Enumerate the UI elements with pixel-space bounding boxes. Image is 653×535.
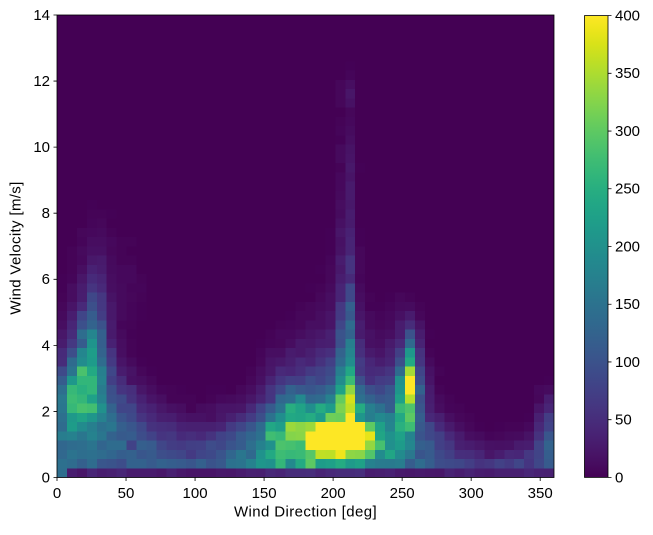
svg-text:8: 8 [42,205,50,222]
svg-text:0: 0 [53,485,61,502]
svg-text:250: 250 [390,485,415,502]
svg-text:100: 100 [183,485,208,502]
svg-text:0: 0 [42,469,50,486]
svg-text:350: 350 [615,65,640,82]
svg-text:0: 0 [615,469,623,486]
svg-text:50: 50 [118,485,135,502]
svg-text:12: 12 [33,73,50,90]
svg-text:300: 300 [459,485,484,502]
svg-text:2: 2 [42,403,50,420]
svg-text:Wind Velocity [m/s]: Wind Velocity [m/s] [7,181,24,314]
svg-text:300: 300 [615,123,640,140]
svg-text:100: 100 [615,354,640,371]
svg-text:50: 50 [615,412,632,429]
svg-text:6: 6 [42,271,50,288]
svg-text:14: 14 [33,7,50,24]
svg-text:350: 350 [528,485,553,502]
svg-text:4: 4 [42,337,50,354]
svg-text:Wind Direction [deg]: Wind Direction [deg] [234,504,377,521]
svg-text:150: 150 [615,296,640,313]
svg-text:10: 10 [33,139,50,156]
svg-text:200: 200 [615,238,640,255]
svg-text:200: 200 [321,485,346,502]
svg-text:250: 250 [615,181,640,198]
svg-text:400: 400 [615,8,640,25]
svg-text:150: 150 [252,485,277,502]
